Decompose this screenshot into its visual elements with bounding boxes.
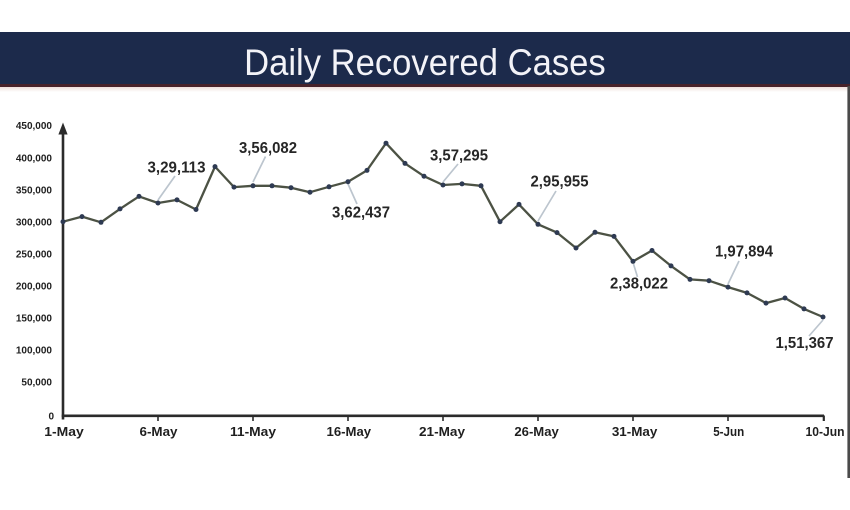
- svg-text:26-May: 26-May: [514, 425, 559, 439]
- svg-text:400,000: 400,000: [16, 153, 53, 164]
- svg-text:50,000: 50,000: [21, 378, 52, 389]
- svg-text:2,38,022: 2,38,022: [610, 276, 668, 293]
- svg-text:3,56,082: 3,56,082: [239, 140, 297, 157]
- svg-text:450,000: 450,000: [16, 121, 53, 132]
- svg-text:0: 0: [48, 411, 54, 422]
- svg-text:31-May: 31-May: [612, 425, 658, 439]
- svg-text:10-Jun: 10-Jun: [806, 425, 845, 439]
- svg-text:2,95,955: 2,95,955: [531, 174, 589, 191]
- svg-text:1,51,367: 1,51,367: [776, 335, 834, 352]
- svg-text:3,57,295: 3,57,295: [430, 148, 488, 165]
- svg-text:21-May: 21-May: [419, 425, 465, 439]
- svg-text:3,62,437: 3,62,437: [332, 205, 390, 222]
- svg-text:200,000: 200,000: [16, 282, 53, 293]
- svg-text:5-Jun: 5-Jun: [713, 425, 744, 439]
- svg-text:16-May: 16-May: [327, 425, 372, 439]
- svg-text:11-May: 11-May: [230, 425, 276, 439]
- svg-text:300,000: 300,000: [16, 217, 53, 228]
- svg-text:3,29,113: 3,29,113: [148, 160, 206, 177]
- svg-text:350,000: 350,000: [16, 185, 53, 196]
- svg-text:150,000: 150,000: [16, 314, 53, 325]
- svg-text:250,000: 250,000: [16, 249, 53, 260]
- svg-text:6-May: 6-May: [140, 425, 178, 439]
- svg-text:100,000: 100,000: [16, 346, 53, 357]
- svg-text:1,97,894: 1,97,894: [715, 244, 773, 261]
- svg-text:1-May: 1-May: [44, 425, 84, 439]
